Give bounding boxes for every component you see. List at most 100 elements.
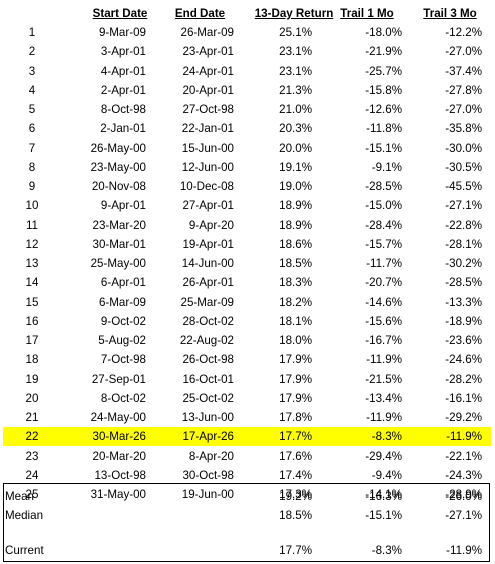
trail-1-mo-cell[interactable]: -21.9% [365,45,402,59]
trail-1-mo-cell[interactable]: -18.0% [365,26,402,39]
start-date-cell[interactable]: 26-May-00 [90,141,146,155]
header-trail-1-mo[interactable]: Trail 1 Mo [340,7,394,20]
trail-1-mo-cell[interactable]: -9.4% [371,468,402,482]
start-date-cell[interactable]: 23-May-00 [90,160,146,174]
trail-3-mo-cell[interactable]: -27.8% [445,83,482,97]
return-cell[interactable]: 18.2% [279,295,312,309]
start-date-cell[interactable]: 3-Apr-01 [100,45,146,59]
trail-3-mo-cell[interactable]: -16.1% [445,391,482,405]
summary-return[interactable]: 18.5% [279,509,312,522]
row-number[interactable]: 18 [25,353,39,367]
summary-return[interactable]: 17.7% [279,544,312,557]
end-date-cell[interactable]: 26-Oct-98 [182,353,234,367]
trail-1-mo-cell[interactable]: -11.8% [366,122,402,136]
trail-3-mo-cell[interactable]: -28.1% [445,237,482,251]
return-cell[interactable]: 18.9% [279,218,312,232]
trail-3-mo-cell[interactable]: -37.4% [445,64,482,78]
return-cell[interactable]: 17.8% [279,411,312,424]
trail-1-mo-cell[interactable]: -28.5% [365,180,402,193]
trail-3-mo-cell[interactable]: -35.8% [445,122,482,136]
start-date-cell[interactable]: 13-Oct-98 [94,468,146,482]
trail-3-mo-cell[interactable]: -30.0% [445,141,482,155]
trail-1-mo-cell[interactable]: -15.6% [365,314,402,328]
trail-3-mo-cell[interactable]: -28.9% [445,488,482,501]
return-cell[interactable]: 18.5% [279,257,312,270]
end-date-cell[interactable]: 20-Apr-01 [182,83,234,97]
start-date-cell[interactable]: 6-Apr-01 [100,276,146,290]
summary-label[interactable]: Mean [5,490,35,503]
trail-1-mo-cell[interactable]: -8.3% [371,430,402,444]
return-cell[interactable]: 17.9% [279,391,312,405]
return-cell[interactable]: 17.4% [279,468,312,482]
start-date-cell[interactable]: 27-Sep-01 [91,372,146,386]
end-date-cell[interactable]: 25-Mar-09 [180,295,234,309]
return-cell[interactable]: 21.0% [279,103,312,116]
return-cell[interactable]: 23.1% [279,45,312,59]
end-date-cell[interactable]: 24-Apr-01 [182,64,234,78]
start-date-cell[interactable]: 8-Oct-02 [100,391,146,405]
return-cell[interactable]: 23.1% [279,64,312,78]
row-number[interactable]: 14 [25,276,39,290]
trail-1-mo-cell[interactable]: -21.5% [365,372,402,386]
trail-3-mo-cell[interactable]: -24.3% [445,468,482,482]
header-13-day-return[interactable]: 13-Day Return [254,7,334,20]
return-cell[interactable]: 17.7% [279,430,312,444]
return-cell[interactable]: 18.0% [279,334,312,347]
end-date-cell[interactable]: 19-Apr-01 [182,237,234,251]
start-date-cell[interactable]: 24-May-00 [90,411,146,424]
trail-1-mo-cell[interactable]: -28.4% [365,218,402,232]
start-date-cell[interactable]: 30-Mar-26 [92,430,146,444]
start-date-cell[interactable]: 9-Apr-01 [100,199,146,213]
start-date-cell[interactable]: 7-Oct-98 [100,353,146,367]
end-date-cell[interactable]: 15-Jun-00 [181,141,234,155]
trail-3-mo-cell[interactable]: -22.1% [445,449,482,463]
summary-trail-1-mo[interactable]: -8.3% [371,544,402,557]
trail-1-mo-cell[interactable]: -25.7% [365,64,402,78]
start-date-cell[interactable]: 23-Mar-20 [92,218,146,232]
trail-1-mo-cell[interactable]: -29.4% [365,449,402,463]
start-date-cell[interactable]: 30-Mar-01 [92,237,146,251]
summary-trail-1-mo[interactable]: -16.3% [365,490,402,503]
start-date-cell[interactable]: 31-May-00 [90,488,146,501]
return-cell[interactable]: 17.9% [279,372,312,386]
summary-trail-3-mo[interactable]: -11.9% [446,544,482,557]
row-number[interactable]: 23 [25,449,39,463]
trail-1-mo-cell[interactable]: -9.1% [371,160,402,174]
trail-1-mo-cell[interactable]: -12.6% [365,103,402,116]
row-number[interactable]: 20 [25,391,39,405]
end-date-cell[interactable]: 8-Apr-20 [188,449,234,463]
row-number[interactable]: 1 [28,26,36,39]
start-date-cell[interactable]: 2-Jan-01 [100,122,146,136]
summary-trail-1-mo[interactable]: -15.1% [365,509,402,522]
return-cell[interactable]: 20.0% [279,141,312,155]
end-date-cell[interactable]: 14-Jun-00 [181,257,234,270]
return-cell[interactable]: 19.0% [279,180,312,193]
start-date-cell[interactable]: 9-Oct-02 [100,314,146,328]
trail-3-mo-cell[interactable]: -29.2% [445,411,482,424]
trail-1-mo-cell[interactable]: -15.8% [365,83,402,97]
return-cell[interactable]: 18.6% [279,237,312,251]
start-date-cell[interactable]: 9-Mar-09 [98,26,146,39]
trail-3-mo-cell[interactable]: -27.0% [445,103,482,116]
trail-3-mo-cell[interactable]: -23.6% [445,334,482,347]
start-date-cell[interactable]: 5-Aug-02 [98,334,146,347]
end-date-cell[interactable]: 19-Jun-00 [181,488,234,501]
trail-1-mo-cell[interactable]: -14.1% [365,488,402,501]
return-cell[interactable]: 17.9% [279,353,312,367]
return-cell[interactable]: 18.3% [279,276,312,290]
return-cell[interactable]: 17.6% [279,449,312,463]
row-number[interactable]: 12 [25,237,39,251]
return-cell[interactable]: 19.1% [279,160,312,174]
end-date-cell[interactable]: 26-Apr-01 [182,276,234,290]
start-date-cell[interactable]: 8-Oct-98 [100,103,146,116]
start-date-cell[interactable]: 2-Apr-01 [100,83,146,97]
end-date-cell[interactable]: 9-Apr-20 [188,218,234,232]
end-date-cell[interactable]: 23-Apr-01 [182,45,234,59]
row-number[interactable]: 19 [25,372,39,386]
header-start-date[interactable]: Start Date [92,7,148,20]
header-end-date[interactable]: End Date [174,7,226,20]
end-date-cell[interactable]: 27-Apr-01 [182,199,234,213]
end-date-cell[interactable]: 22-Jan-01 [181,122,234,136]
start-date-cell[interactable]: 20-Nov-08 [91,180,146,193]
start-date-cell[interactable]: 6-Mar-09 [98,295,146,309]
